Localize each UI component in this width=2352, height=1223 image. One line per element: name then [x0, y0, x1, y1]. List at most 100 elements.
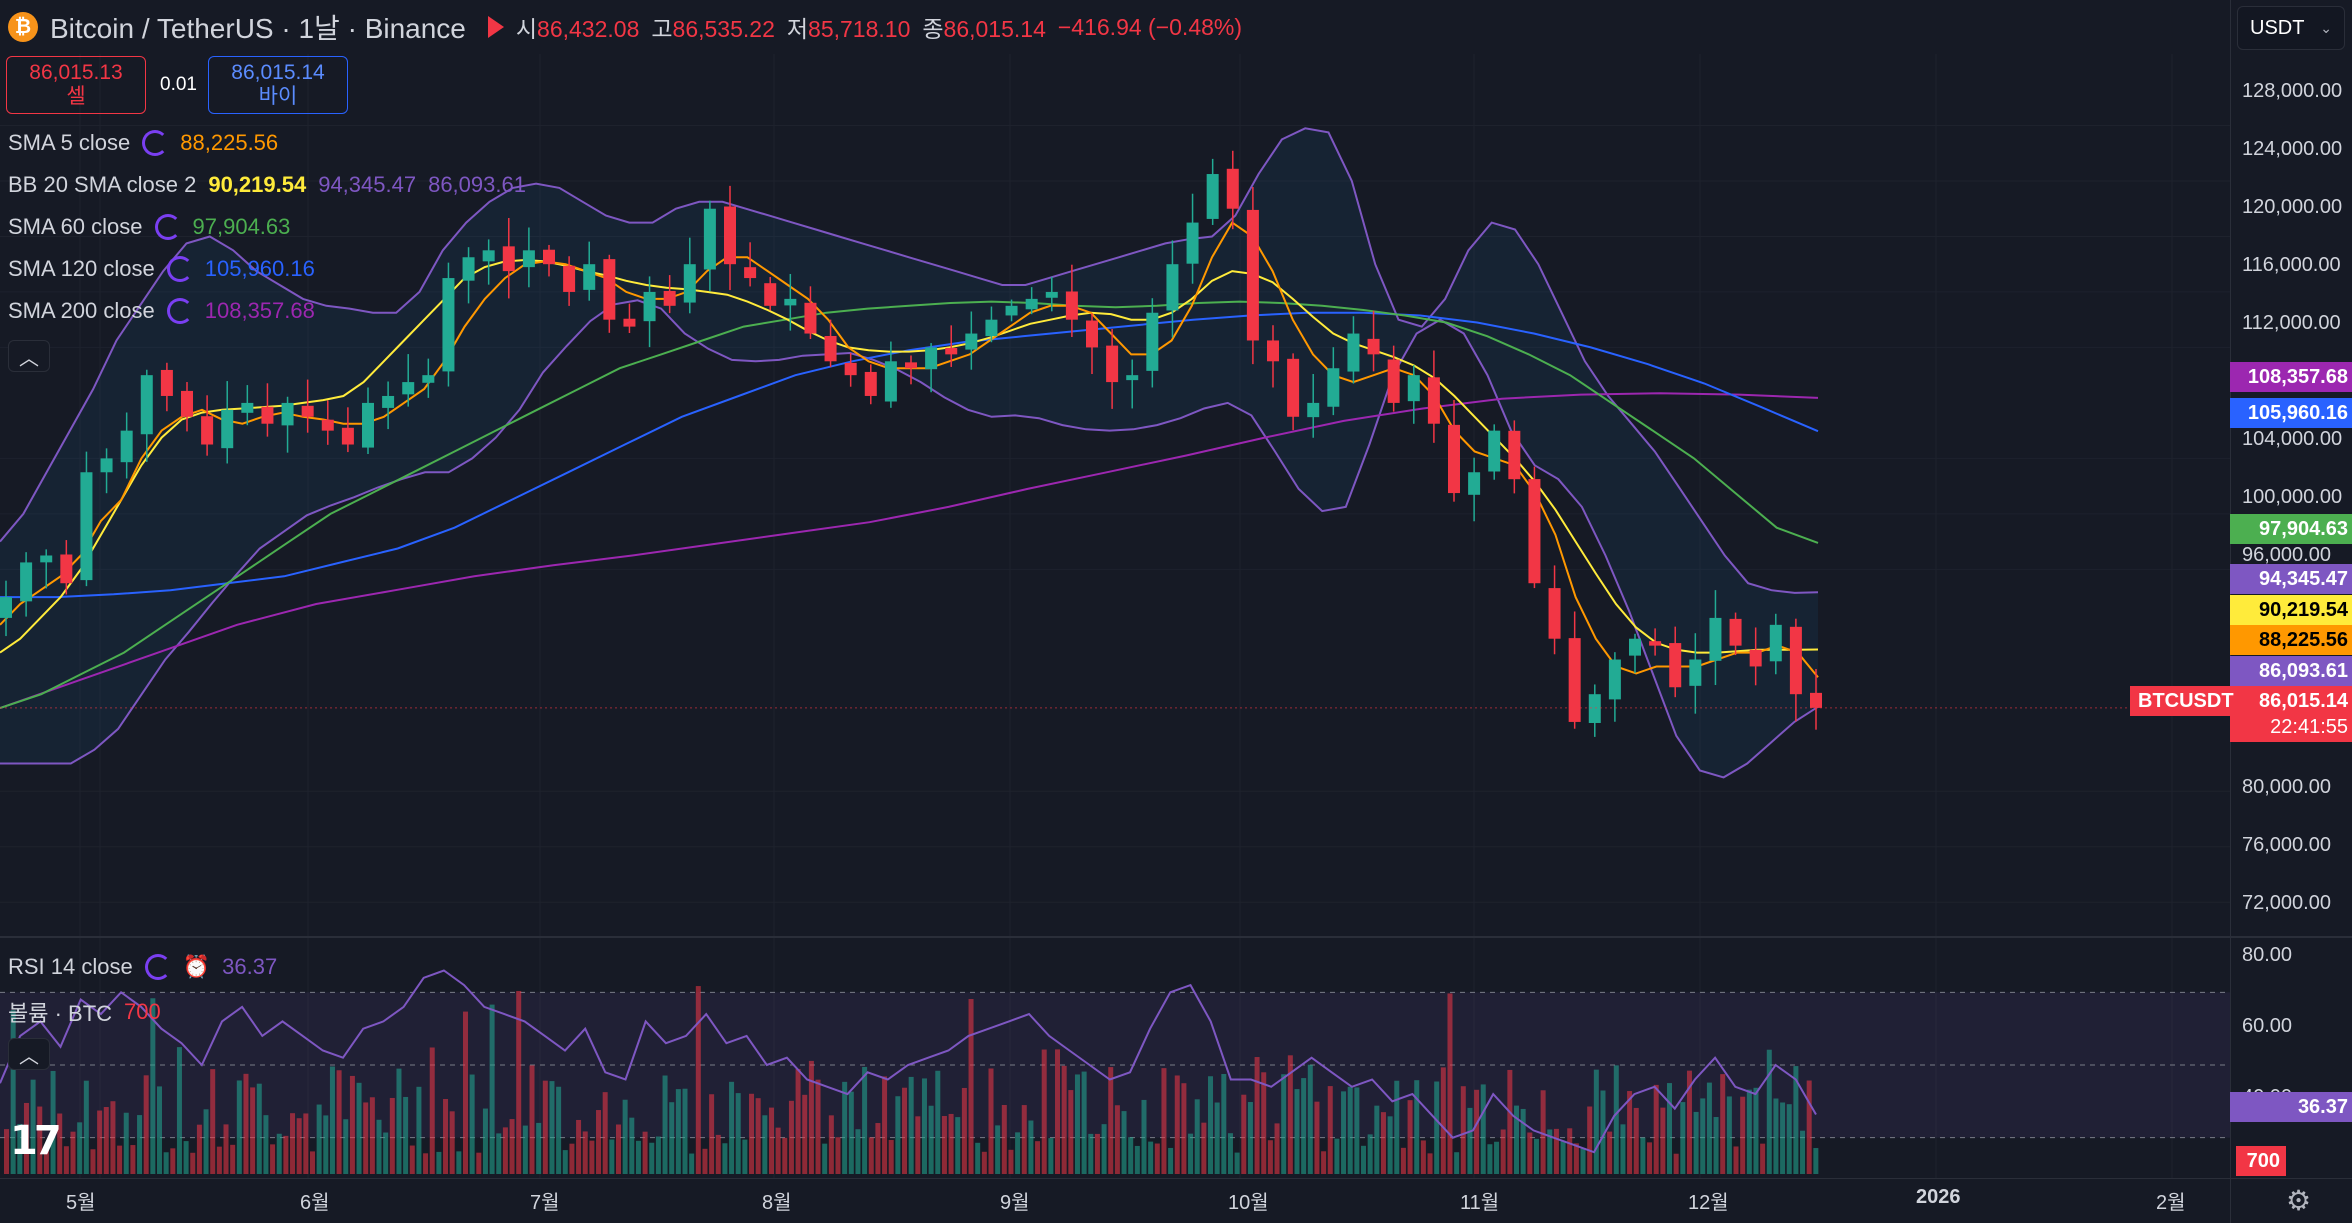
volume-bar [356, 1082, 362, 1174]
candle-body [120, 430, 133, 463]
candle-body [1689, 659, 1702, 686]
volume-bar [1061, 1065, 1067, 1174]
candle-body [1508, 430, 1521, 480]
candle-body [160, 369, 173, 396]
volume-bar [662, 1075, 668, 1174]
volume-bar [1068, 1090, 1074, 1174]
volume-bar [556, 1086, 562, 1174]
volume-bar [1447, 993, 1453, 1174]
flag-icon[interactable] [487, 16, 504, 38]
volume-bar [1633, 1107, 1639, 1174]
ohlc-close: 종86,015.14 [922, 16, 1046, 42]
currency-value: USDT [2250, 16, 2305, 39]
legend-sma120[interactable]: SMA 120 close 105,960.16 [8, 256, 315, 282]
cycle-icon[interactable] [142, 130, 169, 156]
volume-bar [1261, 1072, 1267, 1174]
candle-body [1568, 638, 1581, 722]
gear-icon[interactable]: ⚙ [2286, 1185, 2312, 1216]
volume-bar [1088, 1133, 1094, 1174]
volume-bar [815, 1079, 821, 1174]
sma200-line [0, 392, 1819, 710]
legend-sma200[interactable]: SMA 200 close 108,357.68 [8, 298, 315, 324]
volume-bar [117, 1145, 123, 1174]
price-tick: 100,000.00 [2242, 486, 2343, 508]
volume-bar [536, 1122, 542, 1174]
candle-body [1065, 291, 1078, 320]
volume-bar [1114, 1105, 1120, 1174]
price-tick: 128,000.00 [2242, 80, 2343, 102]
candle-body [1367, 338, 1380, 355]
volume-bar [902, 1087, 908, 1174]
cycle-icon[interactable] [166, 256, 193, 282]
time-tick: 9월 [1000, 1192, 1030, 1214]
volume-bar [343, 1119, 349, 1174]
volume-bar [1786, 1104, 1792, 1174]
volume-bar [443, 1099, 449, 1174]
currency-select[interactable]: USDT ⌄ [2237, 6, 2345, 50]
candle-body [1729, 618, 1742, 646]
volume-bar [329, 1066, 335, 1174]
countdown-tag: 22:41:55 [2230, 712, 2352, 742]
legend-rsi[interactable]: RSI 14 close ⏰ 36.37 [8, 954, 277, 980]
sma60-line [0, 300, 1819, 710]
tradingview-logo[interactable]: 17 [10, 1118, 62, 1164]
candle-body [1608, 659, 1621, 700]
volume-bar [1667, 1083, 1673, 1174]
price-tick: 104,000.00 [2242, 428, 2343, 450]
candle-body [1649, 641, 1662, 646]
symbol-title[interactable]: Bitcoin / TetherUS · 1날 · Binance [50, 13, 466, 44]
symbol-tag: BTCUSDT [2130, 686, 2242, 716]
volume-bar [1467, 1107, 1473, 1174]
candle-body [563, 265, 576, 292]
volume-bar [309, 1151, 315, 1174]
candle-body [1287, 358, 1300, 417]
bollinger-upper-line [0, 127, 1819, 594]
volume-bar [270, 1144, 276, 1174]
volume-bar [635, 1140, 641, 1174]
candle-body [1186, 222, 1199, 264]
ohlc-open: 시86,432.08 [515, 16, 640, 42]
volume-bar [389, 1097, 395, 1174]
volume-bar [1354, 1087, 1360, 1174]
volume-bar [63, 1146, 69, 1174]
legend-bb[interactable]: BB 20 SMA close 2 90,219.54 94,345.47 86… [8, 172, 526, 198]
candle-body [1126, 375, 1139, 381]
volume-bar [482, 1108, 488, 1174]
sell-button[interactable]: 86,015.13 셀 [6, 56, 146, 114]
legend-sma60[interactable]: SMA 60 close 97,904.63 [8, 214, 290, 240]
collapse-legend-button[interactable]: ︿ [8, 340, 50, 372]
volume-bar [1587, 1106, 1593, 1174]
cycle-icon[interactable] [144, 954, 171, 980]
pane-separator[interactable] [0, 936, 2352, 938]
legend-sma5[interactable]: SMA 5 close 88,225.56 [8, 130, 278, 156]
volume-bar [1267, 1140, 1273, 1174]
collapse-rsi-legend-button[interactable]: ︿ [8, 1038, 50, 1070]
candle-body [221, 409, 234, 449]
volume-bar [908, 1076, 914, 1174]
candle-body [744, 267, 757, 279]
symbol-header[interactable]: ₿ Bitcoin / TetherUS · 1날 · Binance 시86,… [0, 0, 2220, 54]
legend-volume[interactable]: 볼륨 · BTC 700 [8, 996, 161, 1028]
volume-bar [828, 1115, 834, 1174]
alarm-icon[interactable]: ⏰ [182, 954, 211, 979]
volume-bar [855, 1129, 861, 1174]
time-tick: 7월 [530, 1192, 560, 1214]
volume-bar [110, 1101, 116, 1174]
rsi-tick: 60.00 [2242, 1015, 2293, 1037]
volume-bar [822, 1143, 828, 1174]
price-tag-bb-lower: 86,093.61 [2230, 656, 2352, 686]
volume-bar [1281, 1074, 1287, 1174]
candle-body [1045, 291, 1058, 298]
cycle-icon[interactable] [154, 214, 181, 240]
volume-bar [4, 1129, 9, 1174]
volume-bar [469, 1074, 475, 1174]
legend-sma120-label: SMA 120 close [8, 256, 155, 281]
volume-bar [1188, 1133, 1194, 1174]
rsi-tick: 80.00 [2242, 944, 2293, 966]
volume-bar [1686, 1070, 1692, 1174]
volume-bar [669, 1102, 675, 1174]
ohlc-low: 저85,718.10 [786, 16, 911, 42]
buy-button[interactable]: 86,015.14 바이 [208, 56, 348, 114]
cycle-icon[interactable] [166, 298, 193, 324]
